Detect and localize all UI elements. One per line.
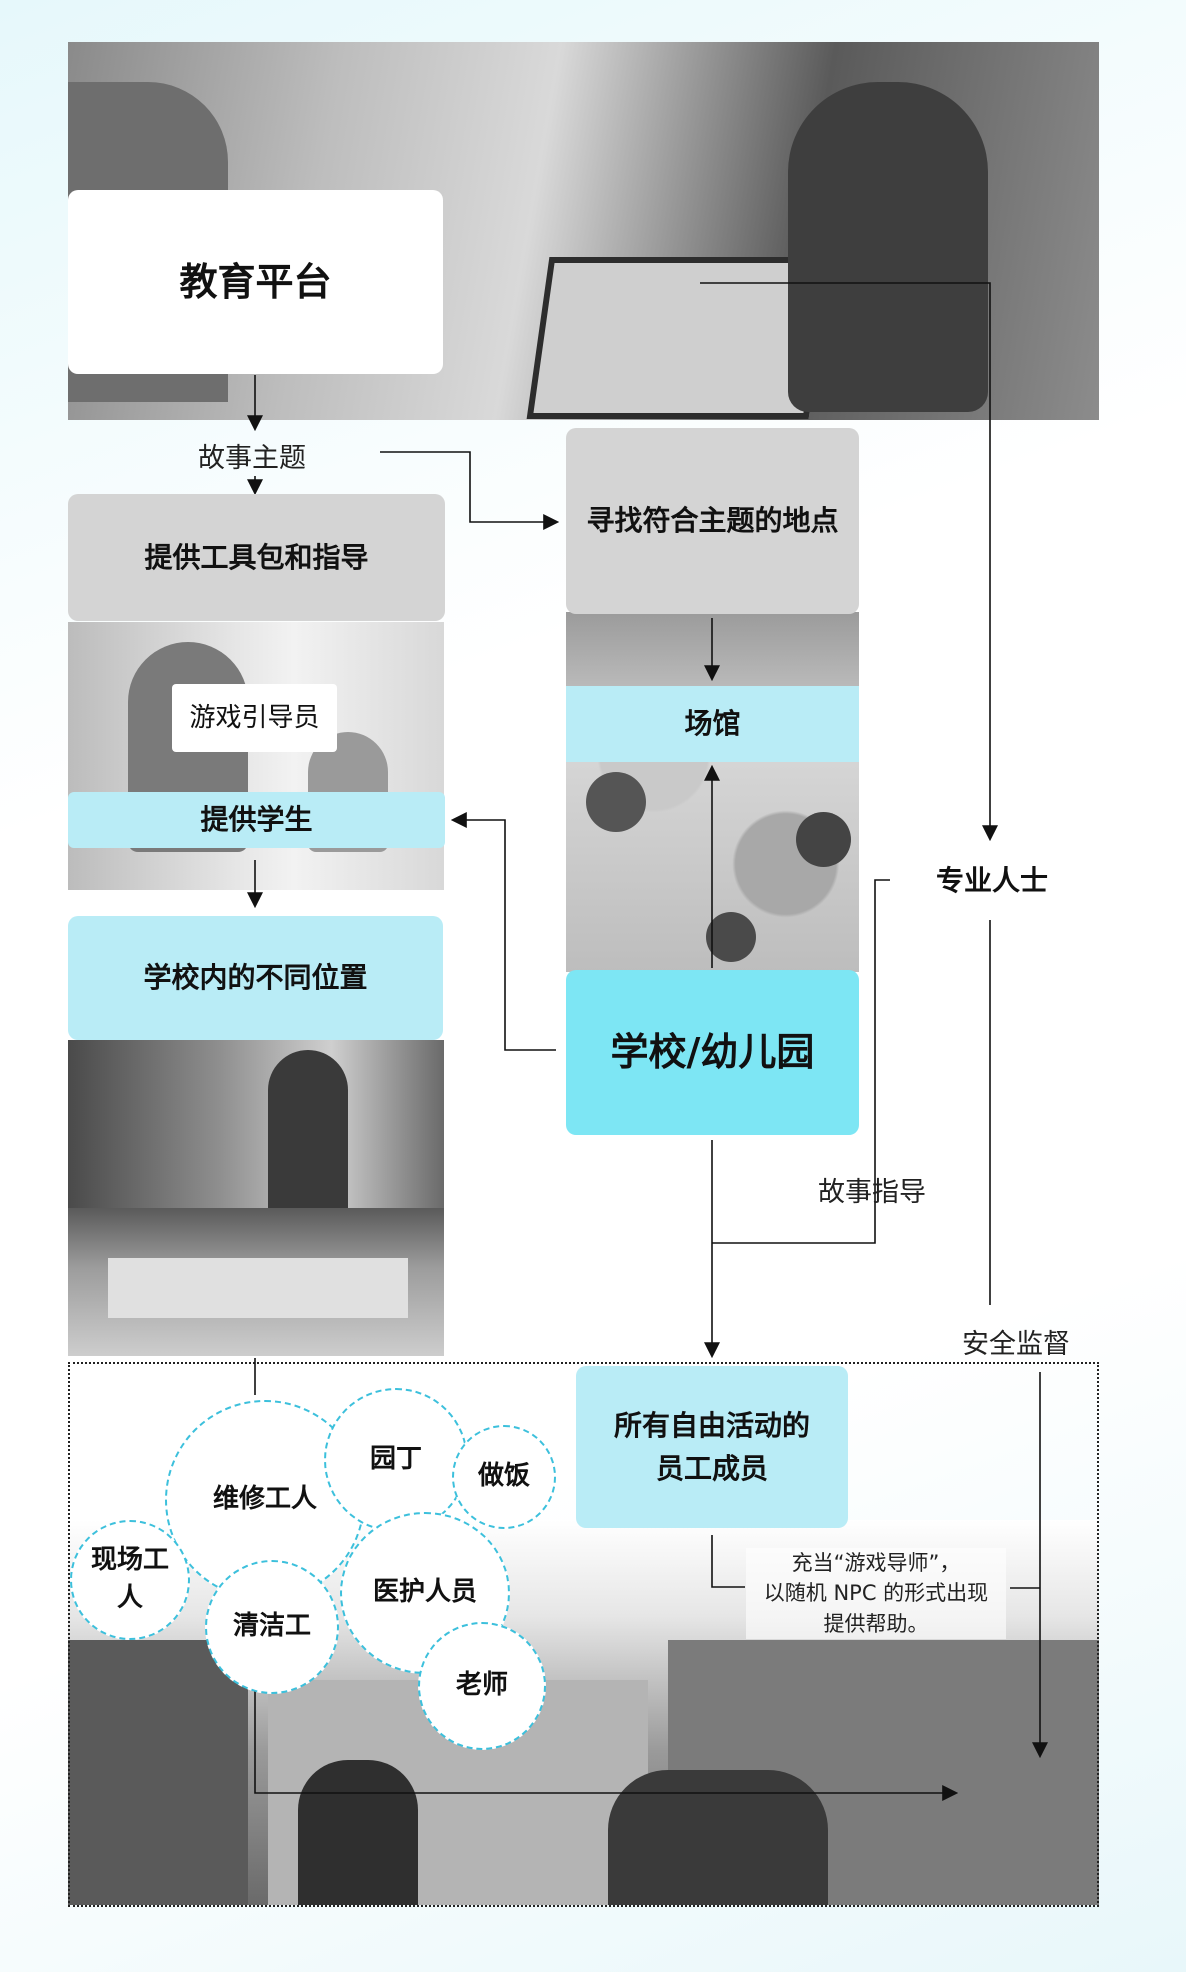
building-left [68, 1640, 248, 1905]
classroom-photo [68, 1208, 444, 1356]
teacher-child-photo [68, 622, 444, 890]
school-label: 学校/幼儿园 [610, 1030, 815, 1075]
platform-box: 教育平台 [68, 190, 443, 374]
playground-photo [566, 612, 859, 972]
role-cook-label: 做饭 [477, 1461, 530, 1492]
palm-tree [796, 812, 851, 867]
story-guidance-label: 故事指导 [818, 1177, 926, 1208]
child-silhouette [268, 1050, 348, 1208]
guide-label: 游戏引导员 [189, 702, 320, 733]
provide-students-label: 提供学生 [200, 803, 313, 837]
npc-note-line-1: 充当“游戏导师”， [791, 1551, 961, 1575]
role-onsite-label: 现场工人 [90, 1545, 169, 1613]
free-staff-box: 所有自由活动的员工成员 [576, 1366, 848, 1528]
school-box: 学校/幼儿园 [566, 970, 859, 1135]
professionals-label: 专业人士 [935, 864, 1048, 898]
safety-label: 安全监督 [962, 1329, 1070, 1360]
find-location-box: 寻找符合主题的地点 [566, 428, 859, 614]
role-cleaner: 清洁工 [205, 1560, 339, 1694]
toolkit-box: 提供工具包和指导 [68, 494, 445, 621]
provide-students-box: 提供学生 [68, 792, 445, 848]
role-medical-label: 医护人员 [372, 1577, 477, 1608]
npc-note-line-3: 提供帮助。 [823, 1611, 929, 1636]
staff-region [68, 1362, 1099, 1907]
platform-label: 教育平台 [179, 259, 332, 304]
find-location-label: 寻找符合主题的地点 [586, 504, 839, 538]
laptop-shape [526, 257, 832, 419]
role-teacher: 老师 [418, 1622, 546, 1750]
npc-note-line-2: 以随机 NPC 的形式出现 [763, 1581, 989, 1606]
free-staff-label: 所有自由活动的员工成员 [613, 1408, 810, 1485]
palm-tree [706, 912, 756, 962]
parent-child-photo [68, 1040, 444, 1208]
role-onsite: 现场工人 [70, 1520, 190, 1640]
school-locations-label: 学校内的不同位置 [143, 961, 368, 995]
venue-box: 场馆 [566, 686, 859, 762]
person-silhouette [788, 82, 988, 412]
role-cleaner-label: 清洁工 [232, 1611, 311, 1642]
school-locations-box: 学校内的不同位置 [68, 916, 443, 1040]
role-maintenance-label: 维修工人 [212, 1484, 317, 1515]
professionals-box: 专业人士 [892, 848, 1092, 914]
npc-note: 充当“游戏导师”， 以随机 NPC 的形式出现 提供帮助。 [746, 1548, 1006, 1640]
palm-tree [586, 772, 646, 832]
role-gardener-label: 园丁 [369, 1444, 422, 1475]
role-cook: 做饭 [452, 1425, 556, 1529]
role-gardener: 园丁 [324, 1388, 468, 1532]
toolkit-label: 提供工具包和指导 [144, 540, 369, 574]
classroom-shelves [108, 1258, 408, 1318]
guide-box: 游戏引导员 [172, 684, 337, 752]
role-teacher-label: 老师 [455, 1670, 508, 1701]
venue-label: 场馆 [684, 707, 741, 741]
story-theme-label: 故事主题 [198, 443, 306, 474]
